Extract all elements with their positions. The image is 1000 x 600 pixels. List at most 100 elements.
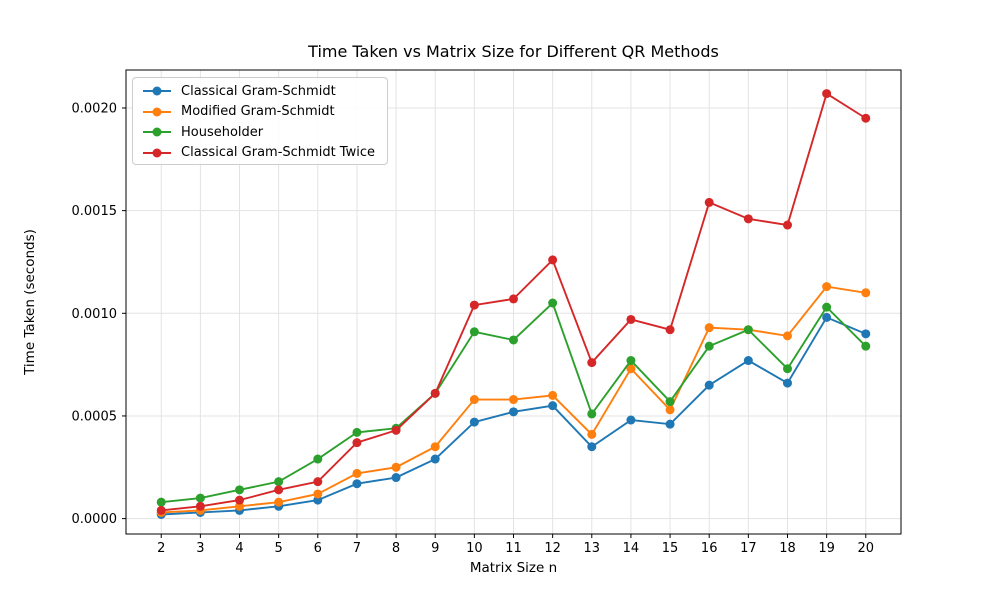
- x-tick-label: 13: [584, 541, 601, 556]
- data-point-marker: [548, 255, 558, 265]
- data-point-marker: [587, 429, 597, 439]
- legend-label: Classical Gram-Schmidt: [181, 83, 336, 99]
- data-point-marker: [861, 329, 871, 339]
- y-tick-label: 0.0010: [72, 307, 118, 322]
- data-point-marker: [274, 497, 284, 507]
- x-tick-label: 18: [779, 541, 796, 556]
- data-point-marker: [469, 417, 479, 427]
- data-point-marker: [430, 454, 440, 464]
- data-point-marker: [195, 501, 205, 511]
- x-tick-label: 17: [740, 541, 757, 556]
- data-point-marker: [235, 495, 245, 505]
- data-point-marker: [587, 409, 597, 419]
- x-tick-label: 19: [818, 541, 835, 556]
- legend-item-modified-gram-schmidt: Modified Gram-Schmidt: [142, 102, 387, 123]
- data-point-marker: [469, 327, 479, 337]
- x-tick-label: 4: [235, 541, 243, 556]
- data-point-marker: [156, 497, 166, 507]
- data-point-marker: [822, 89, 832, 99]
- legend-line-marker-icon: [143, 148, 171, 158]
- data-point-marker: [704, 341, 714, 351]
- legend-line-marker-icon: [143, 107, 171, 117]
- data-point-marker: [274, 477, 284, 487]
- data-point-marker: [469, 395, 479, 405]
- legend-line-marker-icon: [143, 86, 171, 96]
- data-point-marker: [626, 314, 636, 324]
- data-point-marker: [235, 501, 245, 511]
- data-point-marker: [861, 288, 871, 298]
- data-point-marker: [548, 298, 558, 308]
- x-tick-label: 6: [314, 541, 322, 556]
- legend-label: Classical Gram-Schmidt Twice: [181, 145, 375, 161]
- x-tick-label: 7: [353, 541, 361, 556]
- legend-item-householder: Householder: [142, 122, 387, 143]
- data-point-marker: [313, 454, 323, 464]
- data-point-marker: [156, 505, 166, 515]
- x-tick-label: 12: [544, 541, 561, 556]
- data-point-marker: [391, 473, 401, 483]
- data-point-marker: [704, 380, 714, 390]
- data-point-marker: [352, 427, 362, 437]
- legend: Classical Gram-Schmidt Modified Gram-Schm…: [132, 77, 388, 165]
- y-tick-label: 0.0015: [72, 204, 118, 219]
- data-point-marker: [626, 364, 636, 374]
- data-point-marker: [704, 323, 714, 333]
- y-tick-label: 0.0000: [72, 512, 118, 527]
- data-point-marker: [782, 364, 792, 374]
- data-point-marker: [548, 390, 558, 400]
- data-point-marker: [626, 356, 636, 366]
- data-point-marker: [548, 401, 558, 411]
- data-point-marker: [274, 485, 284, 495]
- x-tick-label: 14: [623, 541, 640, 556]
- legend-line-marker-icon: [143, 127, 171, 137]
- x-axis-label: Matrix Size n: [469, 560, 558, 576]
- series-classical-gram-schmidt-twice: [156, 89, 871, 515]
- x-tick-label: 9: [431, 541, 439, 556]
- y-axis-label: Time Taken (seconds): [22, 229, 38, 375]
- data-point-marker: [352, 438, 362, 448]
- data-point-marker: [313, 495, 323, 505]
- data-point-marker: [743, 214, 753, 224]
- data-point-marker: [391, 425, 401, 435]
- x-tick-label: 8: [392, 541, 400, 556]
- y-tick-label: 0.0005: [72, 409, 118, 424]
- data-point-marker: [665, 419, 675, 429]
- x-tick-label: 20: [857, 541, 874, 556]
- data-point-marker: [235, 485, 245, 495]
- x-tick-label: 16: [701, 541, 718, 556]
- x-tick-label: 5: [275, 541, 283, 556]
- data-point-marker: [822, 282, 832, 292]
- data-point-marker: [509, 294, 518, 304]
- data-point-marker: [861, 113, 871, 123]
- data-point-marker: [352, 479, 362, 489]
- data-point-marker: [469, 300, 479, 310]
- data-point-marker: [704, 197, 714, 207]
- legend-label: Modified Gram-Schmidt: [181, 104, 335, 120]
- x-tick-label: 3: [196, 541, 204, 556]
- data-point-marker: [430, 388, 440, 398]
- data-point-marker: [861, 341, 871, 351]
- x-tick-label: 10: [466, 541, 483, 556]
- data-point-marker: [391, 462, 401, 472]
- data-point-marker: [665, 325, 675, 335]
- data-point-marker: [509, 335, 518, 345]
- data-point-marker: [822, 302, 832, 312]
- data-point-marker: [352, 468, 362, 478]
- data-point-marker: [665, 397, 675, 407]
- x-tick-label: 11: [505, 541, 522, 556]
- y-tick-label: 0.0020: [72, 101, 118, 116]
- x-tick-label: 2: [157, 541, 165, 556]
- tick-labels: 2 3 4 5 6 7 8 9 10 11 12 13 14 15 16 17 18 19 20 0.0000 0.00…: [72, 101, 875, 556]
- data-point-marker: [587, 442, 597, 452]
- data-point-marker: [782, 331, 792, 341]
- tick-marks: [122, 107, 867, 538]
- data-point-marker: [743, 356, 753, 366]
- legend-item-classical-gram-schmidt: Classical Gram-Schmidt: [142, 81, 387, 102]
- x-tick-label: 15: [662, 541, 679, 556]
- data-point-marker: [626, 415, 636, 425]
- data-point-marker: [587, 358, 597, 368]
- data-point-marker: [822, 312, 832, 322]
- data-point-marker: [430, 442, 440, 452]
- data-point-marker: [509, 407, 518, 417]
